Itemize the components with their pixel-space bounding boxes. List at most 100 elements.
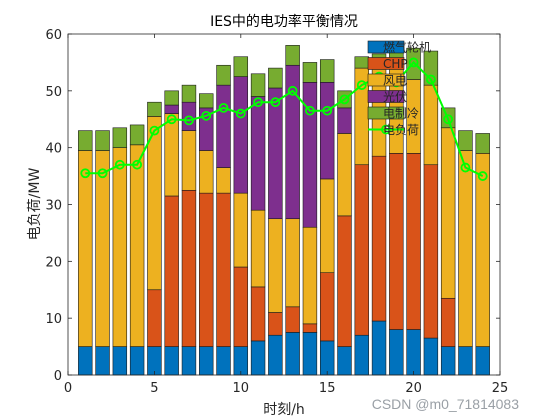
load-point-t3 xyxy=(114,159,125,170)
legend-swatch-4 xyxy=(367,90,405,103)
legend-label-6: 电负荷 xyxy=(383,123,419,137)
bar-2-t22 xyxy=(440,297,456,347)
bar-3-t7 xyxy=(181,130,197,191)
bar-3-t10 xyxy=(233,192,249,268)
load-line-group xyxy=(80,57,488,181)
bar-3-t9 xyxy=(216,167,231,194)
bar-1-t9 xyxy=(216,346,231,376)
x-tick-label-1: 5 xyxy=(150,381,158,396)
bar-5-t7 xyxy=(181,84,197,103)
load-point-t16 xyxy=(339,94,350,105)
y-tick-label-1: 10 xyxy=(45,312,62,327)
bar-5-t1 xyxy=(78,130,93,151)
bar-1-t2 xyxy=(95,346,110,376)
bar-3-t5 xyxy=(147,116,162,291)
load-point-t12 xyxy=(270,97,281,108)
legend-swatch-5 xyxy=(367,106,405,120)
legend-label-5: 电制冷 xyxy=(383,107,419,121)
bar-3-t6 xyxy=(164,113,179,197)
bar-4-t13 xyxy=(285,64,300,220)
bar-5-t8 xyxy=(199,93,214,109)
load-point-t21 xyxy=(425,74,436,85)
bar-1-t19 xyxy=(389,329,404,376)
bar-3-t15 xyxy=(319,178,335,273)
bar-5-t14 xyxy=(302,62,318,83)
bar-2-t9 xyxy=(216,192,231,347)
load-point-t4 xyxy=(132,159,143,170)
x-axis-label: 时刻/h xyxy=(263,402,305,418)
load-point-t2 xyxy=(97,168,108,179)
bar-4-t11 xyxy=(250,96,266,211)
bar-4-t15 xyxy=(319,82,335,180)
legend-label-1: 燃气轮机 xyxy=(383,40,431,55)
bar-3-t3 xyxy=(112,147,128,347)
bar-4-t10 xyxy=(233,76,249,194)
load-point-t23 xyxy=(460,162,471,173)
bar-2-t16 xyxy=(337,215,352,347)
bar-3-t12 xyxy=(268,218,283,313)
bar-3-t13 xyxy=(285,218,300,308)
bar-5-t15 xyxy=(319,59,335,83)
load-point-t20 xyxy=(408,57,419,68)
bar-4-t16 xyxy=(337,107,352,134)
bar-5-t9 xyxy=(216,64,231,86)
legend-swatch-marker xyxy=(381,124,391,135)
bar-3-t4 xyxy=(129,144,145,347)
x-tick-label-3: 15 xyxy=(319,381,336,396)
load-point-t15 xyxy=(322,105,333,116)
legend-label-4: 光伏 xyxy=(383,90,407,104)
bar-1-t13 xyxy=(285,332,300,376)
bar-2-t20 xyxy=(406,153,421,330)
bar-5-t5 xyxy=(147,101,162,117)
y-tick-label-3: 30 xyxy=(45,199,62,214)
load-point-t1 xyxy=(80,168,91,179)
bar-1-t18 xyxy=(371,320,387,376)
bar-3-t22 xyxy=(440,127,456,299)
bar-3-t8 xyxy=(199,150,214,194)
load-point-t11 xyxy=(253,97,263,108)
bar-3-t2 xyxy=(95,150,110,347)
bar-1-t22 xyxy=(440,346,456,376)
load-point-t8 xyxy=(201,110,212,121)
bar-5-t11 xyxy=(250,73,266,97)
x-tick-label-0: 0 xyxy=(64,381,72,396)
bar-5-t23 xyxy=(458,130,473,151)
bar-3-t1 xyxy=(78,150,93,347)
y-tick-label-2: 20 xyxy=(45,255,62,270)
bar-2-t8 xyxy=(199,192,214,347)
bar-5-t24 xyxy=(475,133,490,154)
bar-2-t12 xyxy=(268,312,283,336)
y-tick-label-5: 50 xyxy=(45,85,62,100)
bar-4-t6 xyxy=(164,104,179,114)
bar-1-t8 xyxy=(199,346,214,376)
bar-4-t12 xyxy=(268,87,283,220)
load-point-t6 xyxy=(166,114,177,125)
load-point-t7 xyxy=(184,115,194,126)
bar-1-t12 xyxy=(268,334,283,376)
bar-5-t6 xyxy=(164,90,179,106)
bar-1-t10 xyxy=(233,346,249,376)
load-point-t24 xyxy=(477,171,488,181)
watermark: CSDN @m0_71814083 xyxy=(371,396,519,412)
bar-1-t5 xyxy=(147,346,162,376)
y-axis-label: 电负荷/MW xyxy=(27,168,43,241)
bar-2-t11 xyxy=(250,286,266,342)
bar-5-t12 xyxy=(268,67,283,89)
bar-3-t11 xyxy=(250,209,266,288)
bar-5-t2 xyxy=(95,130,110,151)
axes-group: 0 5 10 15 20 25 0 10 20 30 40 50 60 xyxy=(45,28,508,396)
x-tick-label-5: 25 xyxy=(492,381,509,396)
bar-1-t4 xyxy=(129,346,145,376)
bar-1-t17 xyxy=(354,334,369,376)
bar-2-t14 xyxy=(302,323,318,333)
x-tick-label-2: 10 xyxy=(233,381,250,396)
bar-1-t14 xyxy=(302,332,318,376)
y-tick-label-0: 0 xyxy=(54,369,62,384)
bar-1-t1 xyxy=(78,346,93,376)
legend-label-2: CHP xyxy=(383,57,408,71)
bar-2-t19 xyxy=(389,153,404,330)
legend-swatch-2 xyxy=(367,57,405,70)
legend-swatch-1 xyxy=(367,40,405,54)
